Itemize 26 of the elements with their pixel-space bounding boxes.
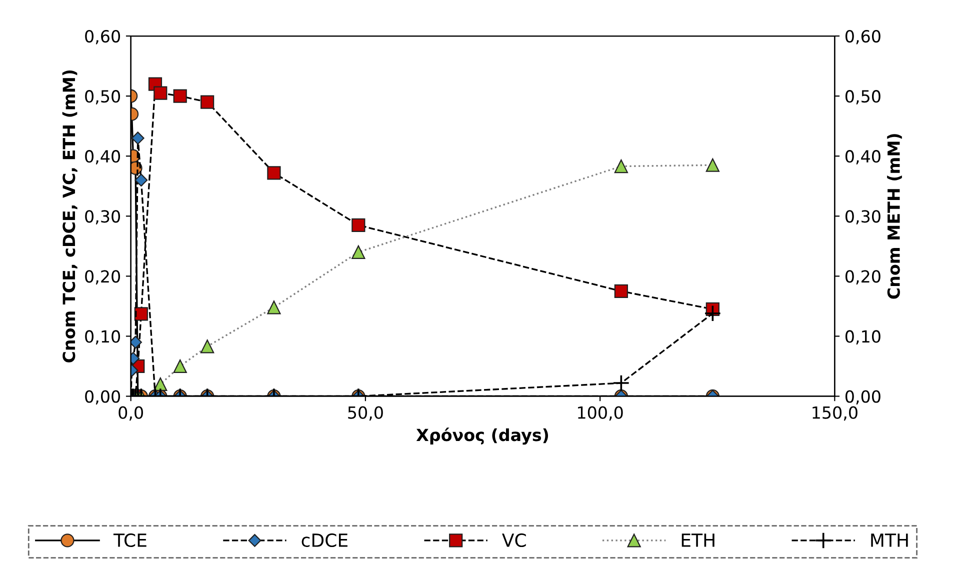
x-axis-title: Χρόνος (days) — [416, 428, 548, 445]
y-tick-label: 0,60 — [85, 30, 120, 44]
x-tick-label: 150,0 — [812, 406, 858, 421]
y-tick-label: 0,10 — [85, 330, 120, 344]
y2-tick-label: 0,20 — [845, 270, 880, 284]
y-tick-label: 0,50 — [85, 90, 120, 104]
legend-label: cDCE — [302, 533, 348, 548]
x-tick-label: 0,0 — [118, 406, 143, 421]
y-tick-label: 0,00 — [85, 390, 120, 405]
y2-tick-label: 0,00 — [845, 390, 880, 405]
legend-label: MTH — [871, 534, 908, 547]
legend-label: TCE — [113, 533, 146, 548]
y-tick-label: 0,30 — [85, 210, 120, 224]
legend-label: VC — [502, 533, 526, 548]
y-tick-label: 0,40 — [85, 150, 120, 164]
legend-label: ETH — [682, 534, 714, 547]
y-tick-label: 0,20 — [85, 270, 120, 284]
y-axis-title: Cnom TCE, cDCE, VC, ETH (mM) — [62, 70, 78, 362]
y2-tick-label: 0,10 — [845, 330, 880, 344]
x-tick-label: 100,0 — [578, 406, 623, 421]
y2-axis-title: Cnom METH (mM) — [887, 134, 902, 299]
y2-tick-label: 0,50 — [845, 90, 880, 104]
y2-tick-label: 0,60 — [845, 30, 880, 44]
y2-tick-label: 0,40 — [845, 150, 880, 164]
y2-tick-label: 0,30 — [845, 210, 880, 224]
x-tick-label: 50,0 — [348, 406, 383, 421]
